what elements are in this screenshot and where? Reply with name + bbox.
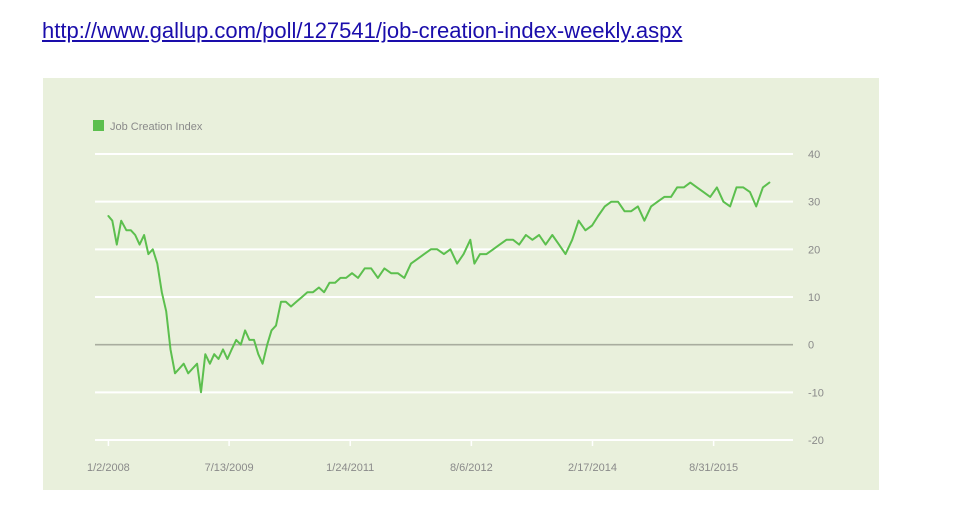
y-tick-label: 0: [808, 340, 814, 352]
chart-panel: 40 30 20 10 0 -10 -20 1/2/2008 7/13/2009 1/24/201…: [43, 78, 879, 490]
series-line-job-creation-index: [107, 181, 771, 394]
y-tick-label: 30: [808, 197, 820, 209]
chart-background: [43, 78, 879, 490]
y-tick-label: 10: [808, 292, 820, 304]
source-url-link[interactable]: http://www.gallup.com/poll/127541/job-cr…: [42, 18, 683, 43]
x-tick-label: 8/6/2012: [450, 462, 493, 474]
legend: Job Creation Index: [93, 120, 203, 133]
legend-swatch: [93, 120, 104, 131]
x-tick-label: 7/13/2009: [205, 462, 254, 474]
x-tick-label: 8/31/2015: [689, 462, 738, 474]
grid-layer: [95, 153, 793, 441]
x-tick-label: 1/24/2011: [326, 462, 374, 474]
job-creation-chart: 40 30 20 10 0 -10 -20 1/2/2008 7/13/2009 1/24/201…: [43, 78, 879, 490]
y-tick-label: -20: [808, 435, 824, 447]
y-tick-label: 40: [808, 149, 820, 161]
tick-layer: 40 30 20 10 0 -10 -20 1/2/2008 7/13/2009 1/24/201…: [87, 149, 824, 474]
series-layer: [107, 181, 771, 394]
x-tick-label: 1/2/2008: [87, 462, 130, 474]
y-tick-label: 20: [808, 244, 820, 256]
x-tick-label: 2/17/2014: [568, 462, 617, 474]
y-tick-label: -10: [808, 387, 824, 399]
legend-label: Job Creation Index: [110, 121, 203, 133]
